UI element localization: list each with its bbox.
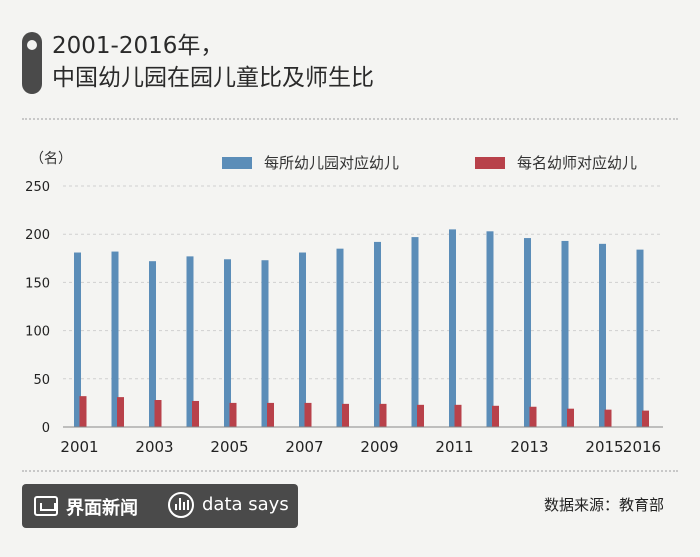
bar-series-1 [561,240,569,427]
bar-series-1 [111,251,119,427]
bar-series-2 [192,400,199,427]
bar-series-1 [74,252,81,427]
bar-series-2 [529,406,537,427]
y-tick-label: 200 [25,228,50,243]
y-axis-unit-label: （名） [30,151,72,167]
data-says-logo-icon [168,492,194,518]
x-tick-label: 2009 [360,438,398,456]
legend-label-series-1: 每所幼儿园对应幼儿 [264,154,400,172]
x-tick-label: 2001 [60,438,98,456]
bar-series-2 [492,405,499,427]
y-tick-label: 100 [25,325,50,340]
y-tick-label: 0 [42,421,50,436]
x-tick-label: 2007 [285,438,323,456]
bar-series-1 [449,229,456,427]
bar-series-1 [524,238,531,427]
bar-series-1 [636,249,644,427]
bar-series-1 [186,256,194,427]
bar-series-1 [599,243,606,427]
x-tick-label: 2013 [510,438,548,456]
legend-swatch-series-2 [475,157,505,169]
bar-series-2 [79,396,87,427]
bar-series-1 [299,252,306,427]
bar-series-2 [229,402,237,427]
bar-series-2 [604,409,612,427]
y-tick-label: 50 [33,373,50,388]
legend-swatch-series-1 [222,157,252,169]
footer-brand-bar: 界面新闻 data says [22,484,298,528]
title-marker-icon [22,32,42,94]
legend-item-series-1: 每所幼儿园对应幼儿 [222,152,399,173]
chart-title: 2001-2016年， 中国幼儿园在园儿童比及师生比 [52,30,374,94]
bar-series-1 [149,261,156,427]
bar-series-2 [642,410,649,427]
y-tick-label: 250 [25,180,50,195]
bar-series-2 [454,404,462,427]
bar-series-1 [336,248,344,427]
title-line-2: 中国幼儿园在园儿童比及师生比 [52,65,374,91]
bar-series-1 [261,260,269,427]
jiemian-logo-icon [34,496,58,516]
bar-series-2 [417,404,424,427]
bar-series-2 [304,402,312,427]
bottom-divider [22,470,678,472]
x-tick-label: 2005 [210,438,248,456]
x-tick-label: 2003 [135,438,173,456]
data-source: 数据来源：教育部 [543,496,664,514]
brand-name: 界面新闻 [66,498,138,519]
bar-series-2 [342,403,349,427]
legend-item-series-2: 每名幼师对应幼儿 [475,152,637,173]
x-tick-label: 2011 [435,438,473,456]
bar-series-2 [117,397,124,427]
bar-series-1 [374,241,381,427]
x-tick-label: 2016 [623,438,661,456]
x-tick-label: 2015 [585,438,623,456]
top-divider [22,118,678,120]
bar-series-2 [267,402,274,427]
bar-series-1 [486,231,494,427]
bar-series-2 [567,408,574,427]
bar-series-2 [379,403,387,427]
title-line-1: 2001-2016年， [52,33,224,59]
y-tick-label: 150 [25,276,50,291]
data-says-label: data says [202,494,289,515]
bar-series-1 [224,259,231,427]
legend-label-series-2: 每名幼师对应幼儿 [517,154,638,172]
bar-series-2 [154,400,162,427]
bar-series-1 [411,237,419,427]
